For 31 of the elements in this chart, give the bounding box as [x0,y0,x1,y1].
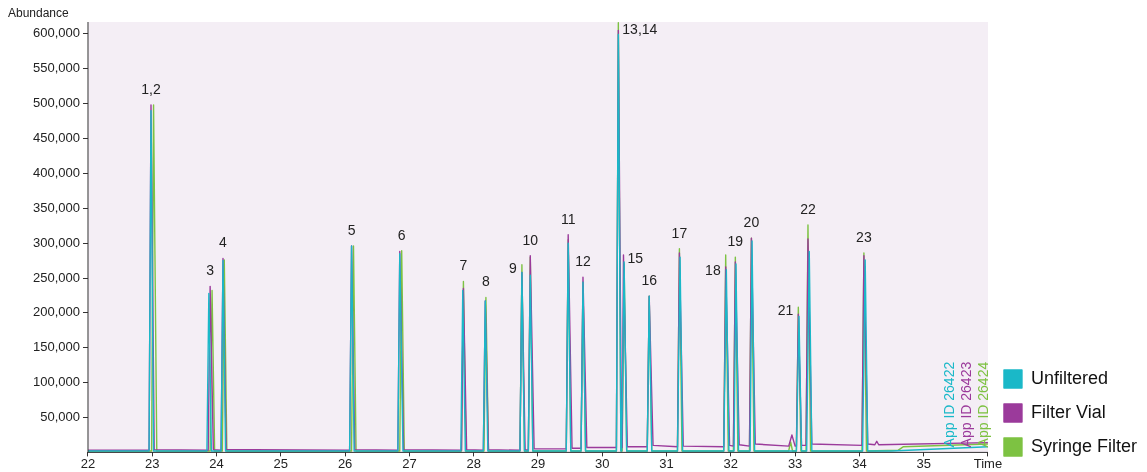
x-tick-label: 25 [273,455,289,471]
y-axis-title: Abundance [8,6,70,21]
y-tick-label: 550,000 [32,60,80,76]
y-tick-label: 250,000 [32,269,80,285]
x-tick-label: 31 [659,455,674,471]
y-tick-label: 100,000 [32,374,80,390]
y-tick-label: 450,000 [32,130,80,146]
y-tick-label: 50,000 [40,409,80,425]
legend-label: Filter Vial [1030,401,1106,422]
x-tick-label: 35 [916,455,931,471]
y-tick-label: 600,000 [32,25,80,41]
x-tick-label: Time [973,455,1003,471]
y-tick-label: 200,000 [32,304,80,320]
y-tick-label: 350,000 [32,199,80,215]
x-tick-label: 28 [466,455,481,471]
x-tick-label: 24 [209,455,224,471]
y-tick-label: 400,000 [32,164,80,180]
x-tick-label: 27 [402,455,417,471]
x-tick-label: 32 [723,455,739,471]
x-tick-label: 29 [530,455,546,471]
x-tick-label: 26 [337,455,353,471]
y-tick-label: 500,000 [32,95,80,111]
x-tick-label: 30 [595,455,610,471]
x-tick-label: 34 [852,455,867,471]
x-tick-label: 23 [145,455,160,471]
legend-label: Unfiltered [1030,367,1109,388]
x-tick-label: 22 [80,455,96,471]
y-tick-label: 300,000 [32,234,80,250]
legend-label: Syringe Filter [1030,435,1138,456]
x-tick-label: 33 [787,455,803,471]
y-tick-label: 150,000 [32,339,80,355]
